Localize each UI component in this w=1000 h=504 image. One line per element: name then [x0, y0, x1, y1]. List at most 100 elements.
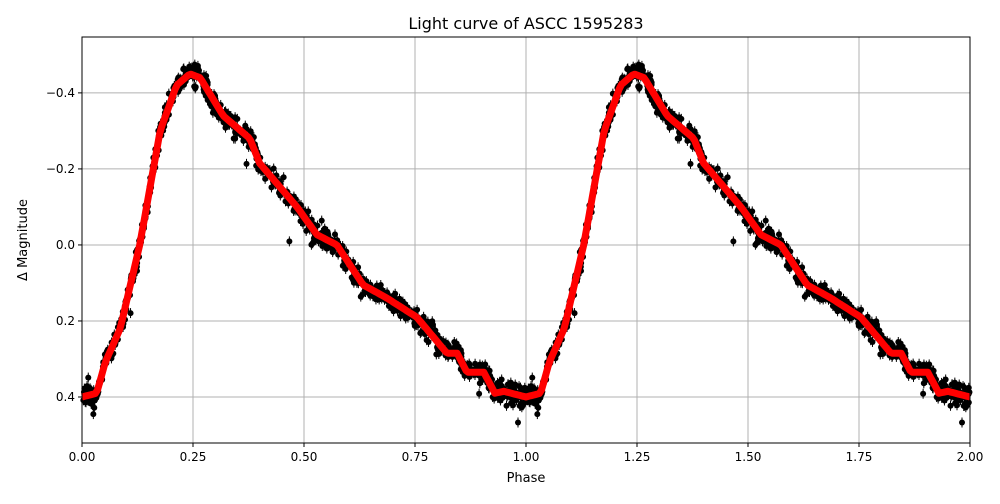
observation-point [730, 238, 737, 245]
observation-point [186, 63, 193, 70]
observation-point [411, 320, 418, 327]
observation-point [529, 374, 536, 381]
model-curve [80, 70, 972, 401]
observation-point [951, 379, 958, 386]
observation-point [895, 338, 902, 345]
observation-point [325, 230, 332, 237]
x-tick-label: 1.75 [846, 450, 873, 464]
observation-point [192, 85, 199, 92]
observation-point [309, 240, 316, 247]
observation-point [724, 174, 731, 181]
chart-title: Light curve of ASCC 1595283 [408, 14, 643, 33]
y-tick-label: 0.0 [56, 238, 75, 252]
observation-point [331, 231, 338, 238]
observation-point [769, 230, 776, 237]
observation-point [517, 384, 524, 391]
observation-point [242, 122, 249, 129]
observation-point [286, 238, 293, 245]
model-curve-group [80, 70, 972, 401]
observation-point [962, 404, 969, 411]
observation-point [342, 266, 349, 273]
observation-point [636, 85, 643, 92]
observation-point [862, 328, 869, 335]
x-tick-label: 0.25 [180, 450, 207, 464]
observation-point [507, 379, 514, 386]
observation-point [479, 362, 486, 369]
observation-point [954, 384, 961, 391]
observation-point [518, 404, 525, 411]
observation-point [81, 385, 88, 392]
observation-point [943, 394, 950, 401]
x-tick-label: 0.50 [291, 450, 318, 464]
observation-point [329, 249, 336, 256]
observation-point [873, 318, 880, 325]
observation-point [571, 310, 578, 317]
x-axis-label: Phase [507, 471, 546, 486]
observation-point [303, 227, 310, 234]
y-tick-label: 0.2 [56, 314, 75, 328]
observation-point [678, 115, 685, 122]
observation-point [508, 400, 515, 407]
x-tick-label: 2.00 [957, 450, 984, 464]
observation-point [503, 402, 510, 409]
observation-point [433, 351, 440, 358]
x-tick-label: 0.75 [402, 450, 429, 464]
observation-point [350, 279, 357, 286]
y-tick-label: −0.2 [46, 162, 75, 176]
observation-point [402, 313, 409, 320]
observation-point [706, 175, 713, 182]
observation-point [952, 400, 959, 407]
x-tick-label: 1.00 [513, 450, 540, 464]
observation-point [357, 293, 364, 300]
observation-point [191, 61, 198, 68]
observation-point [855, 320, 862, 327]
observation-point [476, 390, 483, 397]
observation-point [829, 302, 836, 309]
observation-point [747, 227, 754, 234]
observation-point [385, 302, 392, 309]
observation-point [451, 338, 458, 345]
observation-point [877, 351, 884, 358]
observation-point [534, 411, 541, 418]
observation-point [920, 390, 927, 397]
observation-point [85, 374, 92, 381]
observation-point [234, 115, 241, 122]
x-axis: 0.00 0.25 0.50 0.75 1.00 1.25 1.50 1.75 2.00 [69, 443, 984, 464]
observation-point [319, 243, 326, 250]
observation-point [786, 266, 793, 273]
observation-point [794, 279, 801, 286]
observation-point [429, 318, 436, 325]
observation-point [630, 63, 637, 70]
observation-point [687, 160, 694, 167]
observation-point [773, 249, 780, 256]
observation-point [418, 328, 425, 335]
observation-point [947, 402, 954, 409]
observation-point [763, 243, 770, 250]
observation-point [90, 411, 97, 418]
y-axis: −0.4 −0.2 0.0 0.2 0.4 [46, 86, 82, 404]
observation-point [232, 135, 239, 142]
observation-point [535, 404, 542, 411]
observation-point [959, 419, 966, 426]
observation-point [961, 384, 968, 391]
y-axis-label: Δ Magnitude [16, 199, 31, 281]
observation-point [127, 310, 134, 317]
observation-point [942, 382, 949, 389]
observation-point [846, 313, 853, 320]
observation-point [775, 231, 782, 238]
observation-point [753, 240, 760, 247]
x-tick-label: 1.25 [624, 450, 651, 464]
observation-point [762, 217, 769, 224]
observation-point [867, 337, 874, 344]
observation-point [923, 362, 930, 369]
x-tick-label: 0.00 [69, 450, 96, 464]
observation-point [91, 404, 98, 411]
observation-point [635, 61, 642, 68]
observation-point [801, 293, 808, 300]
observation-point [498, 382, 505, 389]
observation-point [676, 135, 683, 142]
observation-point [499, 394, 506, 401]
observation-point [525, 385, 532, 392]
observation-point [243, 160, 250, 167]
